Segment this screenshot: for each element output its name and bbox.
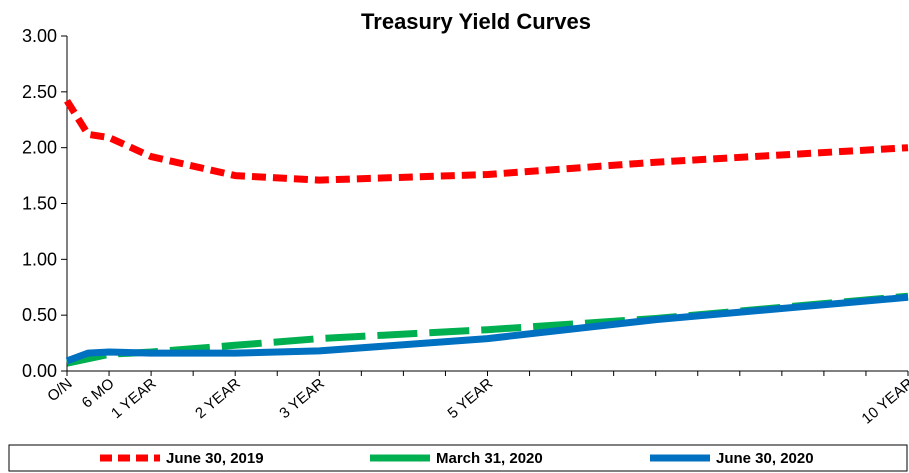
y-tick-label: 1.00 [22,249,57,269]
series-line-june-30-2020 [65,293,909,365]
legend-label-june-30-2020: June 30, 2020 [716,450,814,467]
x-tick-label: 3 YEAR [276,375,328,422]
series-line-june-30-2019 [64,98,909,184]
y-tick-label: 2.50 [22,82,57,102]
x-tick-label: 2 YEAR [192,375,244,422]
legend-label-june-30-2019: June 30, 2019 [166,450,264,467]
y-tick-label: 0.50 [22,305,57,325]
series-lines [64,98,909,367]
y-tick-label: 1.50 [22,194,57,214]
x-tick-label: 1 YEAR [108,375,160,422]
series-line-march-31-2020 [66,292,909,367]
legend-label-march-31-2020: March 31, 2020 [436,450,543,467]
y-tick-label: 3.00 [22,26,57,46]
y-tick-label: 2.00 [22,138,57,158]
chart-title: Treasury Yield Curves [361,9,591,34]
legend: June 30, 2019 March 31, 2020 June 30, 2020 [8,444,908,472]
x-tick-label: 5 YEAR [444,375,496,422]
y-tick-label: 0.00 [22,361,57,381]
y-axis-ticks: 0.00 0.50 1.00 1.50 2.00 2.50 3.00 [22,26,67,381]
x-tick-label: 10 YEAR [859,375,909,428]
x-axis-ticks: O/N 6 MO1 YEAR 2 YEAR 3 YEAR 5 YEAR 10 YEAR [44,371,909,428]
plot-area [66,36,908,372]
